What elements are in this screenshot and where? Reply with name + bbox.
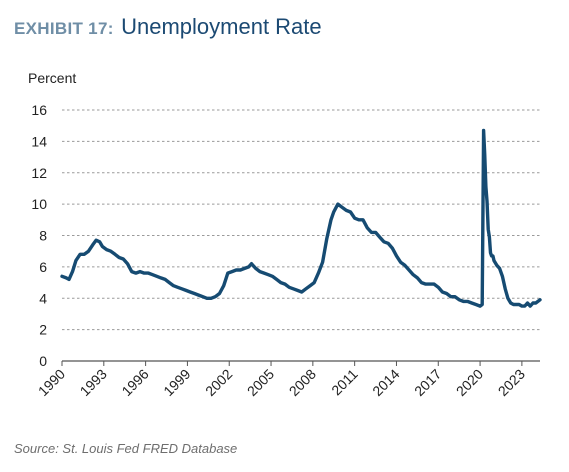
x-tick-labels: 1990 1993 1996 1999 2002 2005 2008 2011 2014 2017… [35,366,528,399]
x-tick-label: 2020 [453,366,486,399]
y-tick-label: 0 [39,353,47,369]
x-tick-label: 2014 [369,366,402,399]
x-tick-label: 2023 [495,366,528,399]
grid-lines [61,109,540,366]
x-tick-label: 2011 [328,366,361,399]
x-tick-label: 2005 [244,366,277,399]
source-note: Source: St. Louis Fed FRED Database [14,441,238,456]
exhibit-label: EXHIBIT 17: [14,19,114,38]
y-tick-label: 12 [31,165,47,181]
unemployment-rate-series-line [60,128,542,308]
x-tick-label: 2002 [202,366,235,399]
x-tick-label: 1999 [160,366,193,399]
y-tick-label: 6 [39,259,47,275]
x-tick-label: 1993 [77,366,110,399]
y-tick-label: 10 [31,196,47,212]
series-layer [60,128,542,308]
x-tick-label: 1990 [35,366,68,399]
y-tick-labels: 0 2 4 6 8 10 12 14 16 [31,102,47,369]
title-row: EXHIBIT 17: Unemployment Rate [14,14,322,40]
y-axis-title: Percent [28,70,76,86]
y-tick-label: 2 [39,322,47,338]
y-tick-label: 16 [31,102,47,118]
x-tick-label: 1996 [118,366,151,399]
y-tick-label: 14 [31,133,47,149]
x-tick-label: 2008 [286,366,319,399]
y-tick-label: 4 [39,290,47,306]
x-tick-label: 2017 [411,366,444,399]
y-tick-label: 8 [39,228,47,244]
chart-title: Unemployment Rate [121,14,322,39]
